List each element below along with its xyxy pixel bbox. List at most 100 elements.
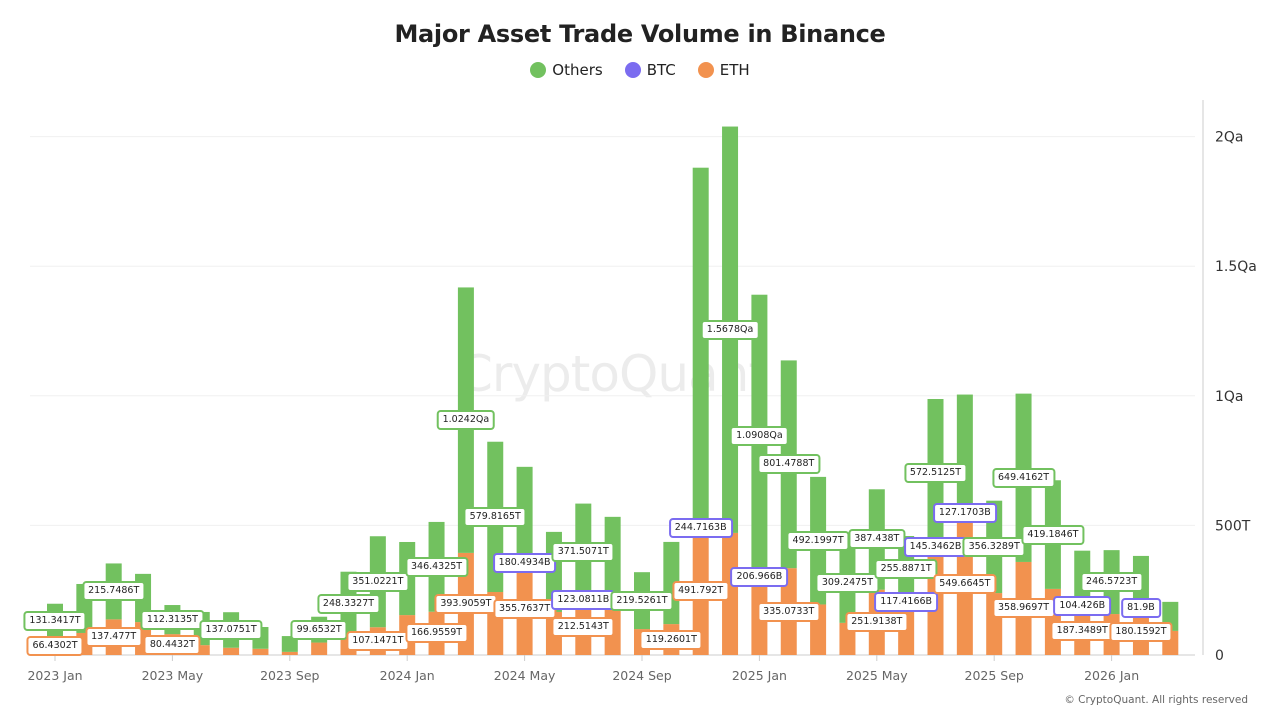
bar-eth-2025-10[interactable] <box>1015 561 1032 655</box>
bar-eth-2023-08[interactable] <box>252 648 269 655</box>
bar-others-2024-06[interactable] <box>545 531 562 612</box>
bar-others-2023-10[interactable] <box>311 616 328 643</box>
x-tick-label: 2024 May <box>494 668 556 683</box>
bar-eth-2023-10[interactable] <box>311 642 328 655</box>
bar-eth-2026-03[interactable] <box>1162 630 1179 655</box>
bar-eth-2023-02[interactable] <box>76 632 93 655</box>
bar-others-2025-10[interactable] <box>1015 393 1032 562</box>
bar-eth-2024-10[interactable] <box>663 624 680 655</box>
legend-item-btc[interactable]: BTC <box>624 61 676 79</box>
x-tick-label: 2024 Sep <box>612 668 671 683</box>
bar-eth-2025-06[interactable] <box>898 602 915 655</box>
legend-swatch-eth <box>697 62 714 78</box>
bar-others-2024-01[interactable] <box>399 541 416 616</box>
bar-eth-2024-02[interactable] <box>428 611 445 655</box>
x-tick-label: 2023 Jan <box>27 668 82 683</box>
bar-eth-2024-03[interactable] <box>457 552 474 655</box>
bar-eth-2024-04[interactable] <box>487 592 504 655</box>
bar-others-2024-09[interactable] <box>634 572 650 630</box>
legend-swatch-others <box>530 62 547 78</box>
bar-eth-2024-07[interactable] <box>575 599 592 655</box>
bar-others-2024-08[interactable] <box>604 516 621 609</box>
bar-others-2025-06[interactable] <box>898 536 915 603</box>
bar-others-2023-07[interactable] <box>223 612 240 648</box>
bar-eth-2025-12[interactable] <box>1074 606 1091 655</box>
bar-eth-2025-11[interactable] <box>1044 588 1061 655</box>
bar-others-2023-02[interactable] <box>76 583 93 633</box>
bar-others-2024-10[interactable] <box>663 541 680 625</box>
bar-eth-2024-12[interactable] <box>722 532 739 655</box>
legend-label: Others <box>552 61 603 79</box>
bar-eth-2024-09[interactable] <box>634 629 650 655</box>
bar-others-2023-01[interactable] <box>47 603 63 638</box>
bar-others-2023-04[interactable] <box>135 573 152 623</box>
bar-others-2023-09[interactable] <box>281 636 298 652</box>
bar-others-2023-05[interactable] <box>164 605 181 635</box>
bar-others-2026-01[interactable] <box>1103 550 1120 615</box>
legend: Others BTC ETH <box>0 61 1280 79</box>
bar-others-2025-07[interactable] <box>927 398 944 548</box>
x-tick-label: 2024 Jan <box>380 668 435 683</box>
bar-eth-2026-01[interactable] <box>1103 614 1120 655</box>
bar-others-2023-11[interactable] <box>340 571 357 637</box>
bar-others-2024-04[interactable] <box>487 441 504 593</box>
legend-item-eth[interactable]: ETH <box>697 61 750 79</box>
bar-others-2025-12[interactable] <box>1074 550 1091 607</box>
bar-others-2026-02[interactable] <box>1132 555 1149 609</box>
bar-others-2026-03[interactable] <box>1162 601 1179 631</box>
bar-others-2025-02[interactable] <box>780 360 797 569</box>
bar-eth-2023-03[interactable] <box>105 619 122 655</box>
bar-eth-2024-06[interactable] <box>545 611 562 655</box>
chart-title: Major Asset Trade Volume in Binance <box>394 20 886 48</box>
bar-eth-2025-08[interactable] <box>956 512 973 655</box>
bar-eth-2023-04[interactable] <box>135 622 152 655</box>
legend-label: BTC <box>646 61 676 79</box>
bar-eth-2024-05[interactable] <box>516 562 533 655</box>
legend-swatch-btc <box>624 62 641 78</box>
bar-eth-2023-05[interactable] <box>164 634 181 655</box>
bar-eth-2024-08[interactable] <box>604 608 621 655</box>
bar-others-2023-03[interactable] <box>105 563 122 620</box>
bar-eth-2023-06[interactable] <box>193 645 210 655</box>
bar-others-2025-01[interactable] <box>751 294 768 578</box>
bar-others-2024-07[interactable] <box>575 503 592 600</box>
x-tick-label: 2025 Jan <box>732 668 787 683</box>
y-tick-label: 2Qa <box>1215 130 1244 146</box>
bar-eth-2023-07[interactable] <box>223 647 240 655</box>
bar-others-2024-12[interactable] <box>722 126 739 533</box>
bar-eth-2023-12[interactable] <box>369 627 386 655</box>
bar-others-2025-09[interactable] <box>986 500 1003 594</box>
bar-others-2023-08[interactable] <box>252 627 269 649</box>
y-tick-label: 0 <box>1215 648 1224 664</box>
bar-eth-2023-09[interactable] <box>281 651 298 655</box>
bar-others-2025-04[interactable] <box>839 542 856 623</box>
bar-eth-2025-07[interactable] <box>927 547 944 655</box>
bar-others-2025-11[interactable] <box>1044 480 1061 589</box>
bar-eth-2024-11[interactable] <box>692 527 709 655</box>
bar-eth-2023-11[interactable] <box>340 636 357 655</box>
bar-others-2024-03[interactable] <box>457 287 474 553</box>
bar-others-2025-08[interactable] <box>956 394 973 513</box>
bar-eth-2025-01[interactable] <box>751 577 768 655</box>
bar-others-2023-12[interactable] <box>369 536 386 628</box>
bar-others-2024-05[interactable] <box>516 466 533 563</box>
bar-others-2024-11[interactable] <box>692 167 709 528</box>
bar-eth-2025-09[interactable] <box>986 593 1003 655</box>
bar-others-2025-03[interactable] <box>810 476 827 605</box>
bar-eth-2026-02[interactable] <box>1132 608 1149 655</box>
bar-eth-2025-02[interactable] <box>780 568 797 655</box>
bar-eth-2023-01[interactable] <box>47 637 63 655</box>
bar-eth-2025-03[interactable] <box>810 604 827 655</box>
legend-item-others[interactable]: Others <box>530 61 603 79</box>
watermark-logo: CryptoQuant <box>458 345 768 403</box>
bar-others-2024-02[interactable] <box>428 521 445 612</box>
bar-others-2023-06[interactable] <box>193 611 210 646</box>
x-tick-label: 2025 May <box>846 668 908 683</box>
x-tick-label: 2023 Sep <box>260 668 319 683</box>
bar-eth-2025-05[interactable] <box>868 589 885 655</box>
x-tick-label: 2025 Sep <box>965 668 1024 683</box>
bar-others-2025-05[interactable] <box>868 489 885 590</box>
bar-eth-2025-04[interactable] <box>839 622 856 655</box>
bar-eth-2024-01[interactable] <box>399 615 416 655</box>
